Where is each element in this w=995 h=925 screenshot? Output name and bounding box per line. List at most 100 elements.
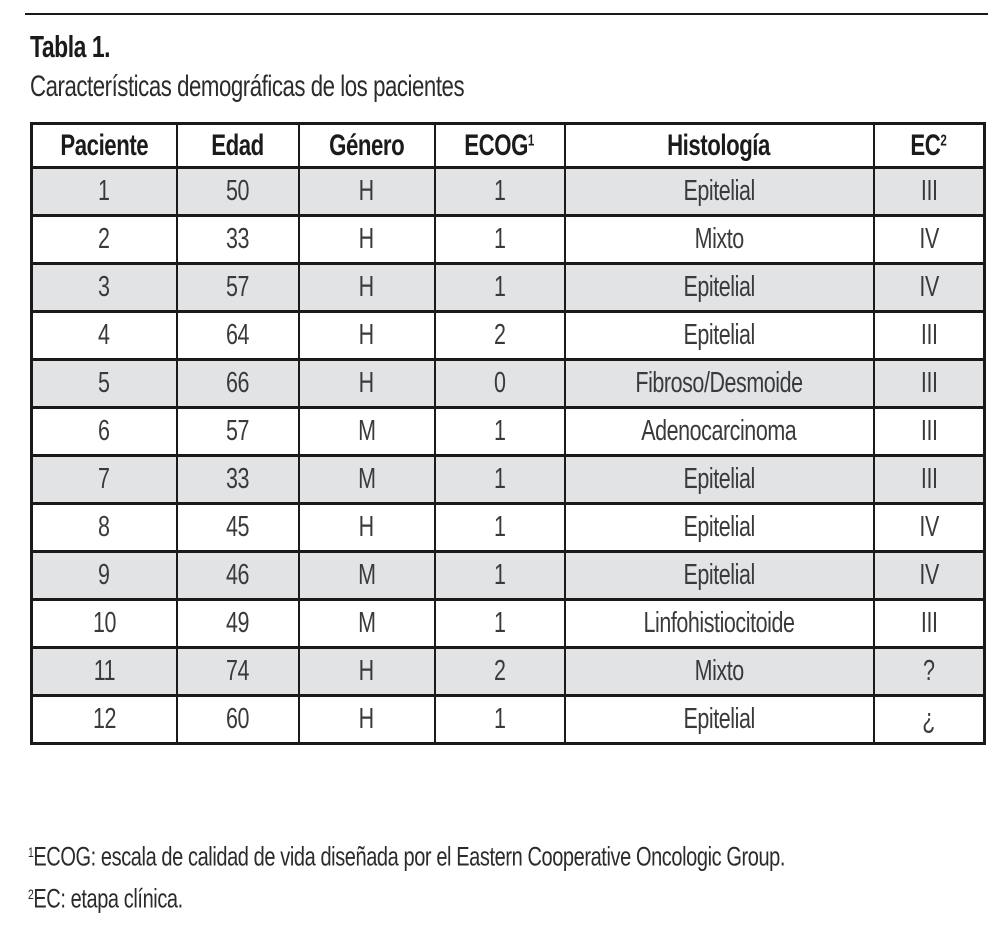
column-header-label: Paciente xyxy=(60,128,149,162)
cell-value: Epitelial xyxy=(683,463,755,495)
cell-ec-row-12: ¿ xyxy=(872,694,986,745)
cell-ecog-row-8: 1 xyxy=(433,502,566,553)
cell-value: Epitelial xyxy=(683,175,755,207)
cell-value: III xyxy=(920,319,938,351)
patients-table: Paciente Edad Género ECOG1 Histología EC2 1 50… xyxy=(30,122,986,745)
cell-genero-row-10: M xyxy=(297,598,436,649)
table-row-5: 5 66 H 0 Fibroso/Desmoide III xyxy=(30,358,986,409)
column-header-sup-ecog: 1 xyxy=(528,132,535,150)
table-row-7: 7 33 M 1 Epitelial III xyxy=(30,454,986,505)
column-header-label: ECOG1 xyxy=(464,128,535,162)
cell-paciente-row-8: 8 xyxy=(30,502,178,553)
cell-value: 64 xyxy=(225,319,250,351)
cell-value: H xyxy=(358,223,375,255)
cell-value: H xyxy=(358,655,375,687)
cell-value: 50 xyxy=(225,175,250,207)
cell-paciente-row-6: 6 xyxy=(30,406,178,457)
cell-value: Mixto xyxy=(694,223,744,255)
cell-paciente-row-2: 2 xyxy=(30,214,178,265)
cell-genero-row-6: M xyxy=(297,406,436,457)
cell-value: 60 xyxy=(225,703,250,735)
column-header-label: Género xyxy=(328,128,405,162)
table-row-10: 10 49 M 1 Linfohistiocitoide III xyxy=(30,598,986,649)
table-head: Paciente Edad Género ECOG1 Histología EC2 xyxy=(30,122,986,169)
cell-value: Epitelial xyxy=(683,319,755,351)
cell-value: 2 xyxy=(493,655,506,687)
cell-paciente-row-12: 12 xyxy=(30,694,178,745)
cell-ecog-row-1: 1 xyxy=(433,166,566,217)
cell-value: 1 xyxy=(493,559,506,591)
cell-ec-row-9: IV xyxy=(872,550,986,601)
cell-value: 1 xyxy=(493,223,506,255)
cell-value: 0 xyxy=(493,367,506,399)
cell-ec-row-11: ? xyxy=(872,646,986,697)
cell-value: 2 xyxy=(98,223,111,255)
cell-value: IV xyxy=(919,271,939,303)
table-row-8: 8 45 H 1 Epitelial IV xyxy=(30,502,986,553)
cell-value: M xyxy=(357,607,376,639)
cell-edad-row-10: 49 xyxy=(175,598,300,649)
cell-paciente-row-1: 1 xyxy=(30,166,178,217)
header-row: Paciente Edad Género ECOG1 Histología EC2 xyxy=(30,122,986,169)
column-header-ec: EC2 xyxy=(872,122,986,169)
table-body: 1 50 H 1 Epitelial III 2 33 H 1 Mixto IV 3 57 H 1 Epitel… xyxy=(30,166,986,745)
cell-histologia-row-2: Mixto xyxy=(563,214,875,265)
cell-paciente-row-11: 11 xyxy=(30,646,178,697)
cell-value: 45 xyxy=(225,511,250,543)
cell-value: IV xyxy=(919,223,939,255)
cell-value: H xyxy=(358,703,375,735)
cell-value: 3 xyxy=(98,271,111,303)
cell-paciente-row-7: 7 xyxy=(30,454,178,505)
cell-ec-row-2: IV xyxy=(872,214,986,265)
cell-value: 7 xyxy=(98,463,111,495)
cell-histologia-row-12: Epitelial xyxy=(563,694,875,745)
cell-edad-row-3: 57 xyxy=(175,262,300,313)
cell-genero-row-3: H xyxy=(297,262,436,313)
cell-edad-row-9: 46 xyxy=(175,550,300,601)
cell-value: III xyxy=(920,463,938,495)
cell-value: 46 xyxy=(225,559,250,591)
column-header-genero: Género xyxy=(297,122,436,169)
table-label-text: Tabla 1. xyxy=(30,29,111,64)
cell-value: H xyxy=(358,319,375,351)
column-header-edad: Edad xyxy=(175,122,300,169)
table-row-4: 4 64 H 2 Epitelial III xyxy=(30,310,986,361)
cell-ecog-row-5: 0 xyxy=(433,358,566,409)
cell-histologia-row-6: Adenocarcinoma xyxy=(563,406,875,457)
cell-value: 57 xyxy=(225,415,250,447)
cell-edad-row-5: 66 xyxy=(175,358,300,409)
footnotes: 1ECOG: escala de calidad de vida diseñad… xyxy=(28,833,995,918)
cell-genero-row-5: H xyxy=(297,358,436,409)
footnote-ec: 2EC: etapa clínica. xyxy=(28,875,995,917)
cell-genero-row-1: H xyxy=(297,166,436,217)
table-row-9: 9 46 M 1 Epitelial IV xyxy=(30,550,986,601)
cell-histologia-row-7: Epitelial xyxy=(563,454,875,505)
table-caption: Características demográficas de los paci… xyxy=(30,70,617,104)
cell-value: Epitelial xyxy=(683,559,755,591)
cell-value: 11 xyxy=(93,655,116,687)
table-row-1: 1 50 H 1 Epitelial III xyxy=(30,166,986,217)
cell-value: H xyxy=(358,511,375,543)
cell-paciente-row-3: 3 xyxy=(30,262,178,313)
cell-edad-row-12: 60 xyxy=(175,694,300,745)
cell-value: Linfohistiocitoide xyxy=(643,607,795,639)
cell-value: 49 xyxy=(225,607,250,639)
cell-paciente-row-9: 9 xyxy=(30,550,178,601)
cell-value: 12 xyxy=(92,703,116,735)
cell-value: Epitelial xyxy=(683,703,755,735)
cell-edad-row-1: 50 xyxy=(175,166,300,217)
cell-value: IV xyxy=(919,511,939,543)
cell-value: 10 xyxy=(92,607,116,639)
cell-value: M xyxy=(357,559,376,591)
cell-edad-row-2: 33 xyxy=(175,214,300,265)
cell-ec-row-4: III xyxy=(872,310,986,361)
cell-value: 6 xyxy=(98,415,111,447)
cell-ec-row-7: III xyxy=(872,454,986,505)
cell-histologia-row-1: Epitelial xyxy=(563,166,875,217)
cell-ecog-row-7: 1 xyxy=(433,454,566,505)
table-row-11: 11 74 H 2 Mixto? xyxy=(30,646,986,697)
cell-value: Epitelial xyxy=(683,271,755,303)
cell-edad-row-4: 64 xyxy=(175,310,300,361)
table-caption-text: Características demográficas de los paci… xyxy=(30,70,465,103)
cell-value: M xyxy=(357,463,376,495)
